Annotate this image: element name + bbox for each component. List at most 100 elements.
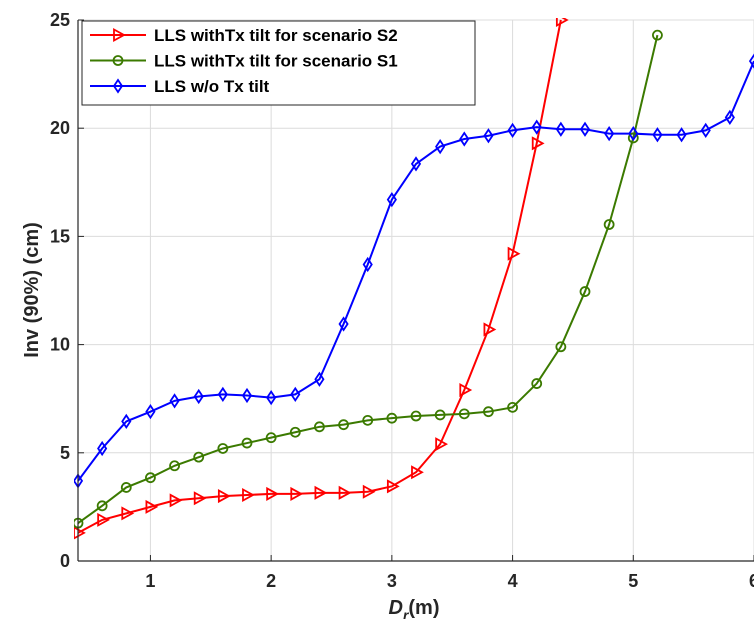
data-point-series-2 — [362, 414, 374, 426]
data-point-series-3 — [507, 122, 518, 138]
data-point-series-3 — [628, 125, 639, 142]
data-point-series-3 — [145, 404, 156, 420]
x-tick-label: 4 — [508, 571, 518, 591]
data-point-series-1 — [411, 465, 424, 480]
data-point-series-2 — [217, 443, 229, 454]
data-point-series-3 — [676, 127, 687, 143]
legend-marker-3 — [112, 78, 124, 94]
legend-label-2: LLS withTx tilt for scenario S1 — [154, 52, 398, 71]
legend-box — [81, 20, 476, 106]
data-point-series-2 — [579, 286, 591, 297]
data-point-series-3 — [97, 440, 108, 457]
data-point-series-1 — [459, 383, 473, 398]
data-point-series-1 — [314, 485, 328, 500]
data-point-series-1 — [555, 18, 569, 28]
data-point-series-3 — [193, 388, 204, 405]
data-point-series-2 — [531, 378, 543, 389]
data-point-series-3 — [121, 413, 132, 430]
data-point-series-2 — [265, 432, 277, 444]
data-point-series-1 — [290, 486, 304, 501]
data-point-series-3 — [338, 316, 349, 332]
y-axis-label: Inv (90%) (cm) — [21, 222, 43, 358]
data-point-series-3 — [290, 386, 301, 402]
data-point-series-1 — [435, 437, 449, 452]
x-axis-label: Dr(m) — [388, 597, 439, 619]
data-point-series-3 — [604, 125, 615, 142]
data-point-series-2 — [507, 401, 518, 413]
data-point-series-1 — [169, 493, 183, 508]
data-point-series-1 — [145, 499, 159, 514]
data-point-series-2 — [652, 29, 663, 41]
x-axis-label-unit: (m) — [408, 597, 439, 619]
y-tick-label: 25 — [50, 10, 70, 30]
data-point-series-3 — [241, 387, 253, 404]
data-point-series-3 — [531, 119, 542, 135]
data-point-series-2 — [458, 408, 470, 420]
data-point-series-3 — [748, 53, 754, 69]
data-point-series-1 — [193, 491, 207, 506]
data-point-series-3 — [459, 131, 470, 147]
data-point-series-1 — [74, 526, 86, 540]
data-point-series-1 — [531, 136, 545, 151]
series-line-2 — [77, 34, 659, 524]
data-point-series-1 — [217, 489, 231, 504]
data-point-series-2 — [96, 500, 108, 512]
axes — [77, 19, 754, 562]
legend-label-1: LLS withTx tilt for scenario S2 — [154, 26, 398, 45]
data-point-series-1 — [266, 486, 280, 501]
data-point-series-2 — [434, 409, 446, 421]
y-tick-label: 5 — [60, 443, 70, 463]
data-point-series-3 — [579, 121, 591, 137]
data-point-series-1 — [338, 485, 352, 500]
data-point-series-3 — [555, 121, 566, 137]
data-point-series-2 — [120, 482, 132, 493]
data-point-series-3 — [217, 386, 228, 402]
x-axis-label-sub: r — [403, 607, 410, 619]
data-point-series-1 — [97, 512, 111, 527]
data-point-series-1 — [507, 246, 521, 261]
data-point-series-1 — [362, 484, 376, 499]
data-point-series-3 — [410, 156, 422, 172]
data-point-series-2 — [338, 419, 349, 431]
data-point-series-3 — [724, 109, 735, 126]
legend: LLS withTx tilt for scenario S2 LLS withT… — [81, 20, 476, 106]
legend-marker-1 — [113, 27, 126, 43]
x-tick-label: 2 — [266, 571, 276, 591]
x-axis-label-main: D — [388, 597, 402, 619]
x-tick-label: 1 — [145, 571, 155, 591]
data-point-series-3 — [266, 389, 277, 406]
data-point-series-2 — [627, 132, 639, 144]
legend-label-3: LLS w/o Tx tilt — [154, 77, 270, 96]
series-line-3 — [77, 60, 754, 482]
data-point-series-3 — [362, 256, 373, 273]
data-point-series-3 — [652, 127, 663, 143]
data-point-series-2 — [603, 219, 615, 230]
y-tick-label: 15 — [50, 226, 70, 246]
series-line-1 — [77, 19, 562, 534]
data-point-series-1 — [483, 322, 497, 337]
x-tick-label: 6 — [749, 571, 754, 591]
data-point-series-2 — [410, 410, 422, 422]
data-point-series-2 — [289, 426, 301, 438]
x-tick-label: 3 — [387, 571, 397, 591]
data-point-series-1 — [242, 487, 255, 503]
grid — [78, 19, 754, 562]
legend-marker-2 — [112, 55, 124, 66]
data-point-series-3 — [483, 128, 494, 144]
data-point-series-2 — [555, 341, 567, 353]
data-point-series-3 — [435, 138, 446, 155]
data-point-series-3 — [314, 371, 325, 387]
data-point-series-1 — [121, 506, 135, 521]
data-point-series-2 — [145, 472, 156, 484]
y-tick-label: 10 — [50, 335, 70, 355]
data-point-series-2 — [241, 437, 253, 449]
data-point-series-2 — [193, 451, 205, 463]
y-tick-label: 0 — [60, 551, 70, 571]
data-point-series-3 — [700, 122, 711, 138]
x-tick-label: 5 — [628, 571, 638, 591]
data-point-series-2 — [386, 412, 398, 424]
tick-labels: 1 2 3 4 5 6 0 5 10 15 20 25 — [50, 10, 754, 591]
data-point-series-2 — [314, 421, 325, 433]
y-tick-label: 20 — [50, 118, 70, 138]
